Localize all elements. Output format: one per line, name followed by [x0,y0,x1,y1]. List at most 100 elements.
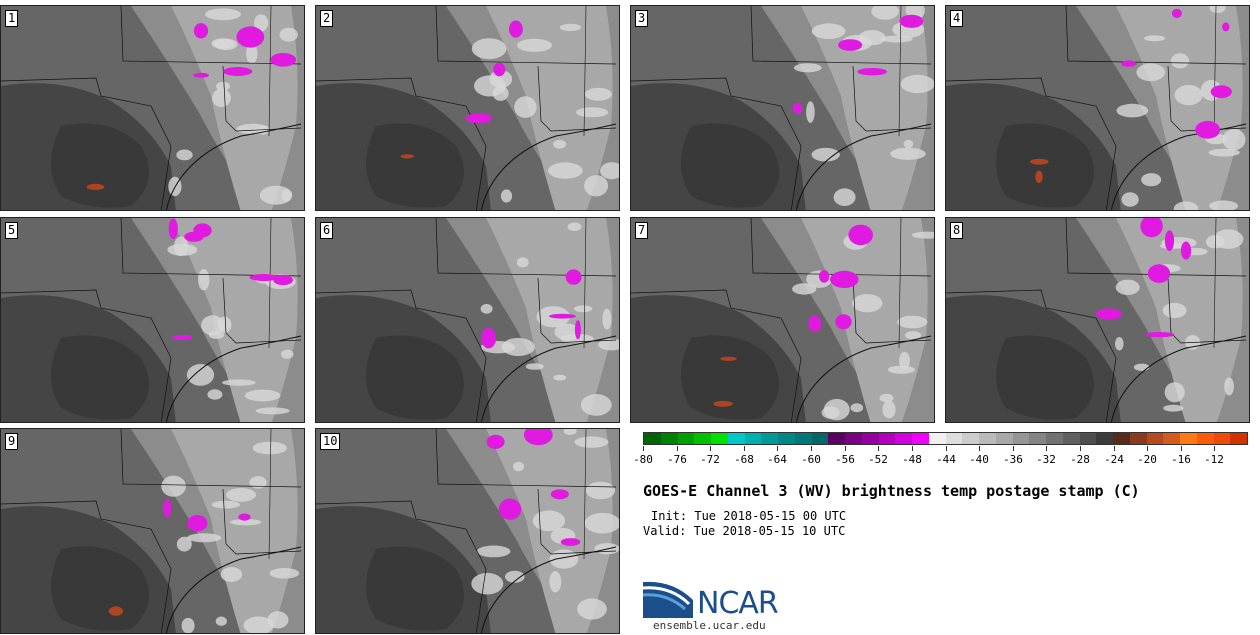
colorbar-tick [878,446,879,451]
colorbar-cell [727,433,745,444]
colorbar-cell [1062,433,1080,444]
stamp-panel-1: 1 [0,5,305,211]
panel-number: 6 [320,222,334,239]
colorbar-tick [677,446,678,451]
colorbar-tick [710,446,711,451]
colorbar-tick [1080,446,1081,451]
satellite-image [631,6,934,210]
colorbar-cell [761,433,778,444]
stamp-panel-8: 8 [945,217,1250,423]
logo-wordmark: NCAR [697,586,779,621]
colorbar-cell [744,433,762,444]
colorbar-tick [1181,446,1182,451]
colorbar-tick-label: -28 [1070,453,1090,466]
colorbar-cell [928,433,946,444]
panel-number: 10 [320,433,341,450]
colorbar-tick [744,446,745,451]
colorbar-cell [660,433,678,444]
colorbar-tick-label: -24 [1104,453,1124,466]
colorbar-tick-label: -48 [902,453,922,466]
colorbar-cell [861,433,879,444]
colorbar-cell [828,433,845,444]
colorbar-tick [1114,446,1115,451]
colorbar-cell [794,433,812,444]
colorbar-tick [845,446,846,451]
panel-number: 5 [5,222,19,239]
colorbar-tick [1013,446,1014,451]
colorbar-tick-label: -68 [734,453,754,466]
colorbar-cell [644,433,661,444]
colorbar-cell [694,433,711,444]
colorbar-cell [778,433,795,444]
colorbar-ticks: -80 -76 -72 -68 -64 -60 -56 -52 -48 -44 -40 -36 -32 -… [633,446,1248,470]
colorbar-cell [1213,433,1231,444]
satellite-image [1,429,304,633]
colorbar-cell [1012,433,1030,444]
colorbar-tick [777,446,778,451]
stamp-panel-3: 3 [630,5,935,211]
colorbar-tick-label: -52 [868,453,888,466]
colorbar-cell [711,433,728,444]
satellite-image [946,6,1249,210]
colorbar-cell [845,433,862,444]
colorbar-tick-label: -16 [1171,453,1191,466]
colorbar-tick [1046,446,1047,451]
colorbar-cell [1129,433,1147,444]
satellite-image [631,218,934,422]
colorbar-tick-label: -56 [835,453,855,466]
panel-number: 2 [320,10,334,27]
colorbar-tick-label: -40 [969,453,989,466]
colorbar-tick-label: -20 [1137,453,1157,466]
panel-number: 1 [5,10,19,27]
stamp-panel-9: 9 [0,428,305,634]
satellite-image [316,218,619,422]
colorbar-tick-label: -72 [700,453,720,466]
panel-number: 8 [950,222,964,239]
stamp-panel-7: 7 [630,217,935,423]
colorbar-cell [1230,433,1247,444]
colorbar-tick [811,446,812,451]
colorbar-tick-label: -36 [1003,453,1023,466]
satellite-image [316,6,619,210]
figure-title: GOES-E Channel 3 (WV) brightness temp po… [643,482,1140,500]
website-text: ensemble.ucar.edu [653,619,766,632]
colorbar-tick-label: -44 [936,453,956,466]
colorbar-cell [945,433,963,444]
colorbar-cell [811,433,829,444]
ncar-logo-icon [643,581,693,618]
colorbar-cell [1196,433,1214,444]
colorbar-cell [1096,433,1113,444]
colorbar-tick-label: -80 [633,453,653,466]
colorbar-cell [1079,433,1097,444]
stamp-panel-5: 5 [0,217,305,423]
colorbar-tick-label: -76 [667,453,687,466]
colorbar-cell [878,433,896,444]
colorbar-tick-label: -32 [1036,453,1056,466]
colorbar-cell [1113,433,1130,444]
satellite-image [946,218,1249,422]
satellite-image [1,6,304,210]
colorbar-tick [946,446,947,451]
colorbar-tick [1147,446,1148,451]
colorbar-cell [979,433,996,444]
colorbar-cell [677,433,695,444]
init-time: Init: Tue 2018-05-15 00 UTC [651,509,847,523]
colorbar-tick [1214,446,1215,451]
colorbar-tick [912,446,913,451]
colorbar-tick-label: -60 [801,453,821,466]
colorbar-cell [1163,433,1180,444]
colorbar-cell [1046,433,1063,444]
stamp-panel-10: 10 [315,428,620,634]
colorbar [643,432,1248,445]
panel-number: 9 [5,433,19,450]
colorbar-tick [643,446,644,451]
valid-time: Valid: Tue 2018-05-15 10 UTC [643,524,846,538]
colorbar-cell [1180,433,1197,444]
colorbar-cell [912,433,929,444]
stamp-panel-2: 2 [315,5,620,211]
colorbar-tick-label: -12 [1204,453,1224,466]
panel-number: 7 [635,222,649,239]
colorbar-tick-label: -64 [767,453,787,466]
colorbar-tick [979,446,980,451]
panel-number: 4 [950,10,964,27]
